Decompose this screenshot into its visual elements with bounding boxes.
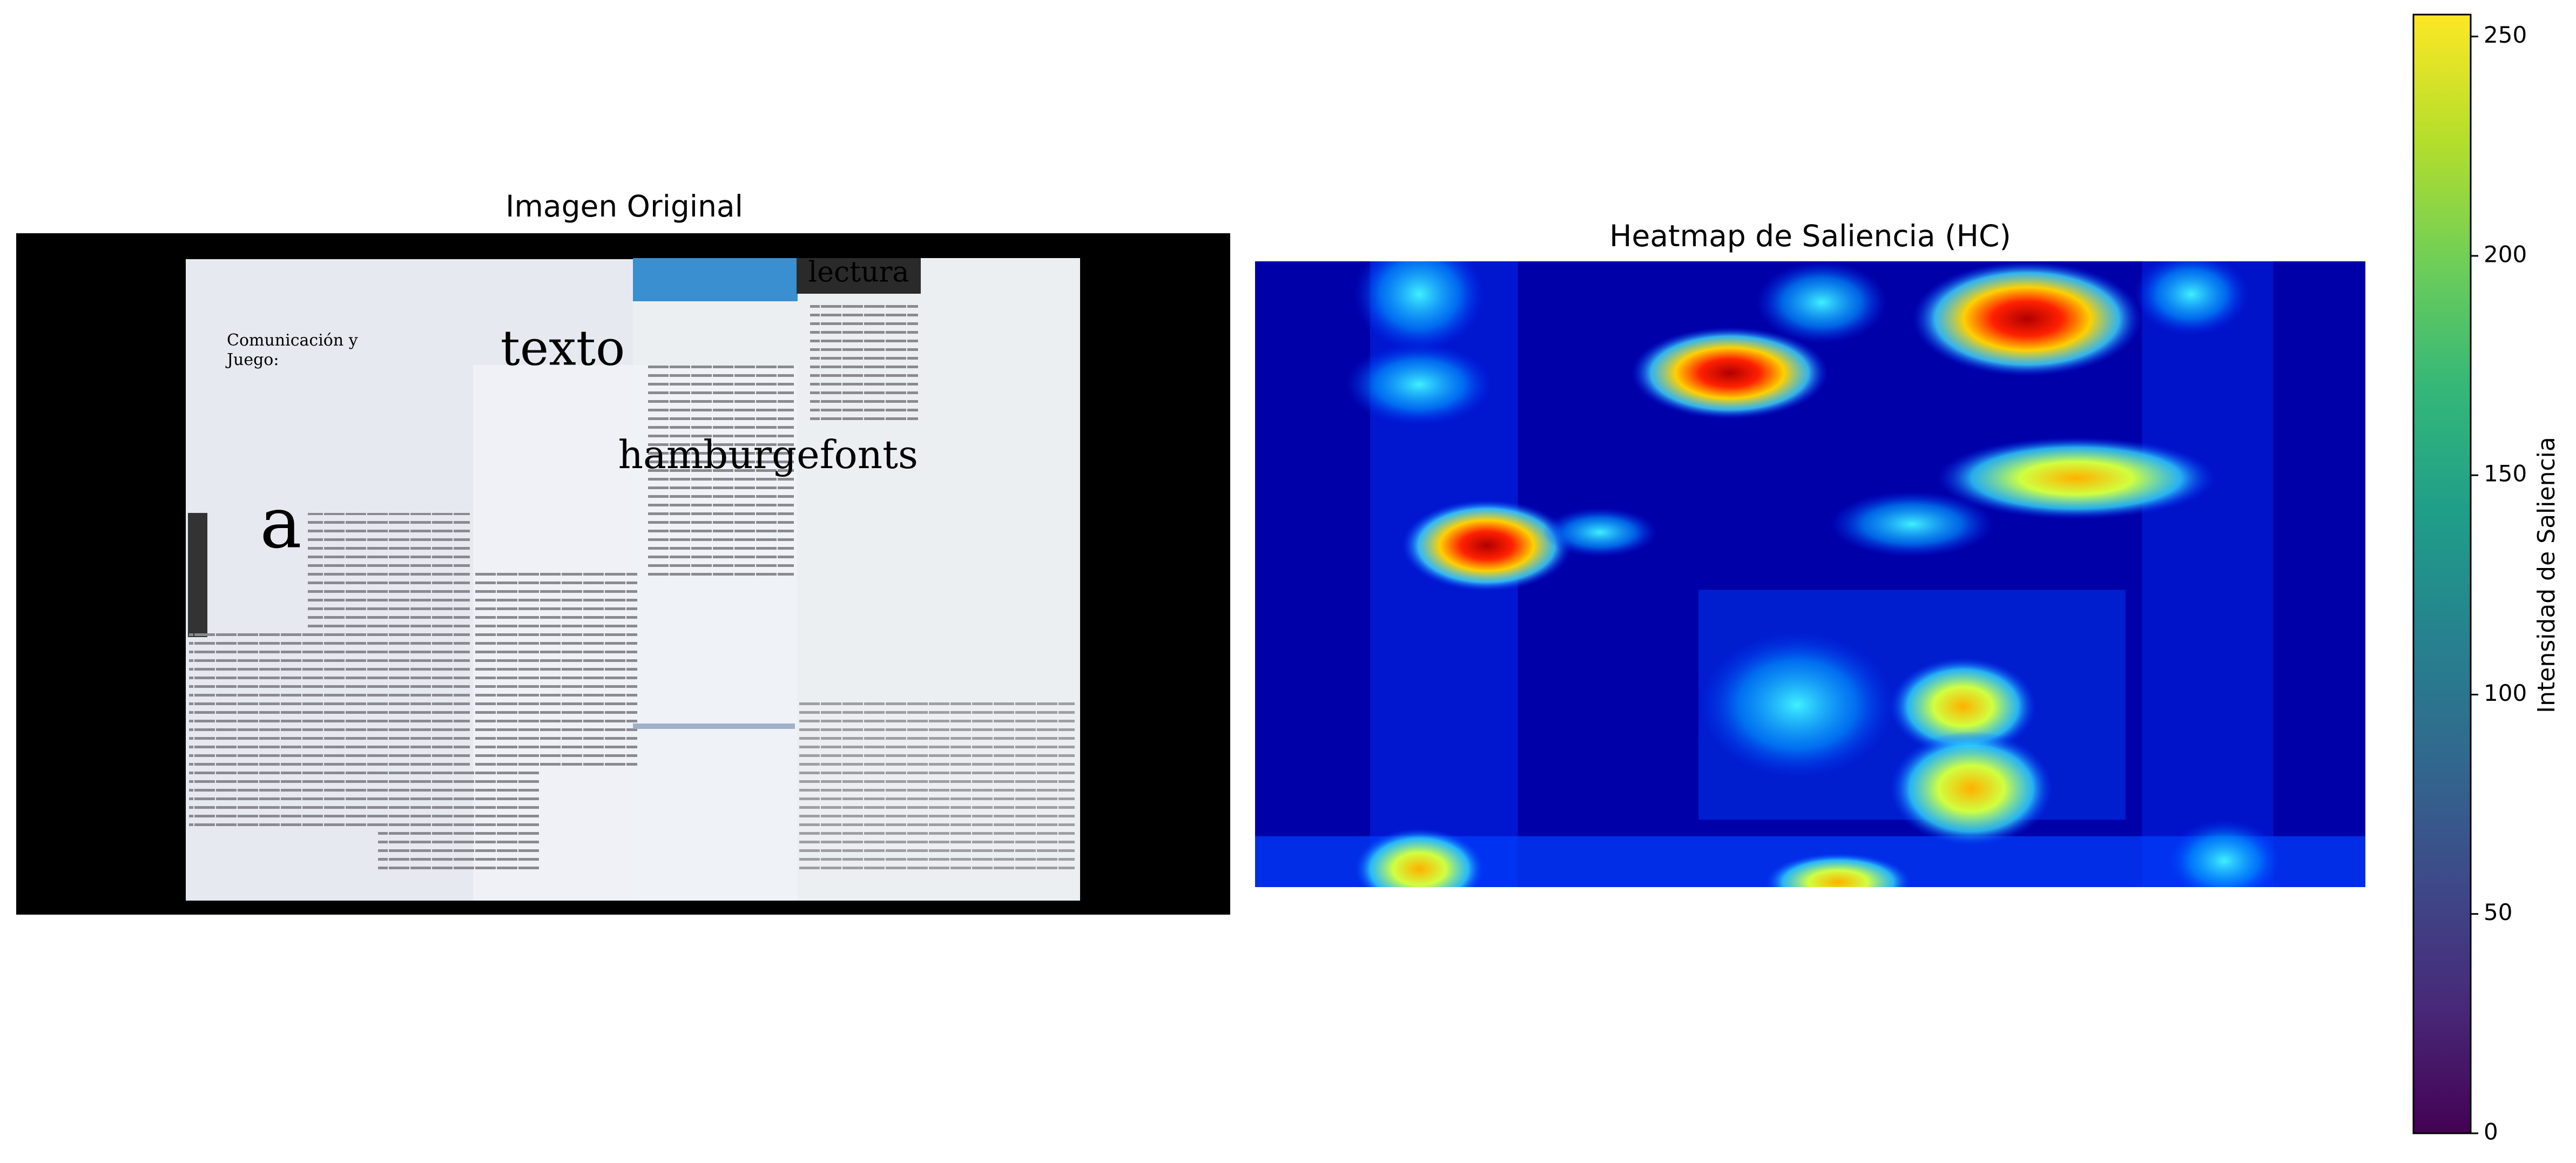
photo-text: Juego: — [225, 350, 279, 369]
colorbar — [2412, 13, 2472, 1134]
colorbar-tick-label: 200 — [2484, 241, 2527, 267]
colorbar-tick-label: 250 — [2484, 22, 2527, 48]
photo-text: hamburgefonts — [618, 432, 918, 477]
heatmap — [1255, 261, 2365, 887]
panel-title: Heatmap de Saliencia (HC) — [1609, 219, 2011, 253]
colorbar-label: Intensidad de Saliencia — [2533, 437, 2560, 713]
colorbar-tick-label: 150 — [2484, 461, 2527, 487]
colorbar-tick-label: 50 — [2484, 899, 2512, 925]
photo-text: lectura — [808, 256, 909, 289]
colorbar-tick-label: 0 — [2484, 1119, 2498, 1145]
panel-title: Imagen Original — [505, 189, 743, 224]
original-image — [16, 233, 1230, 915]
photo-text: texto — [501, 320, 625, 376]
photo-text: Comunicación y — [227, 331, 358, 350]
colorbar-tick-label: 100 — [2484, 680, 2527, 706]
photo-text: a — [260, 482, 302, 564]
